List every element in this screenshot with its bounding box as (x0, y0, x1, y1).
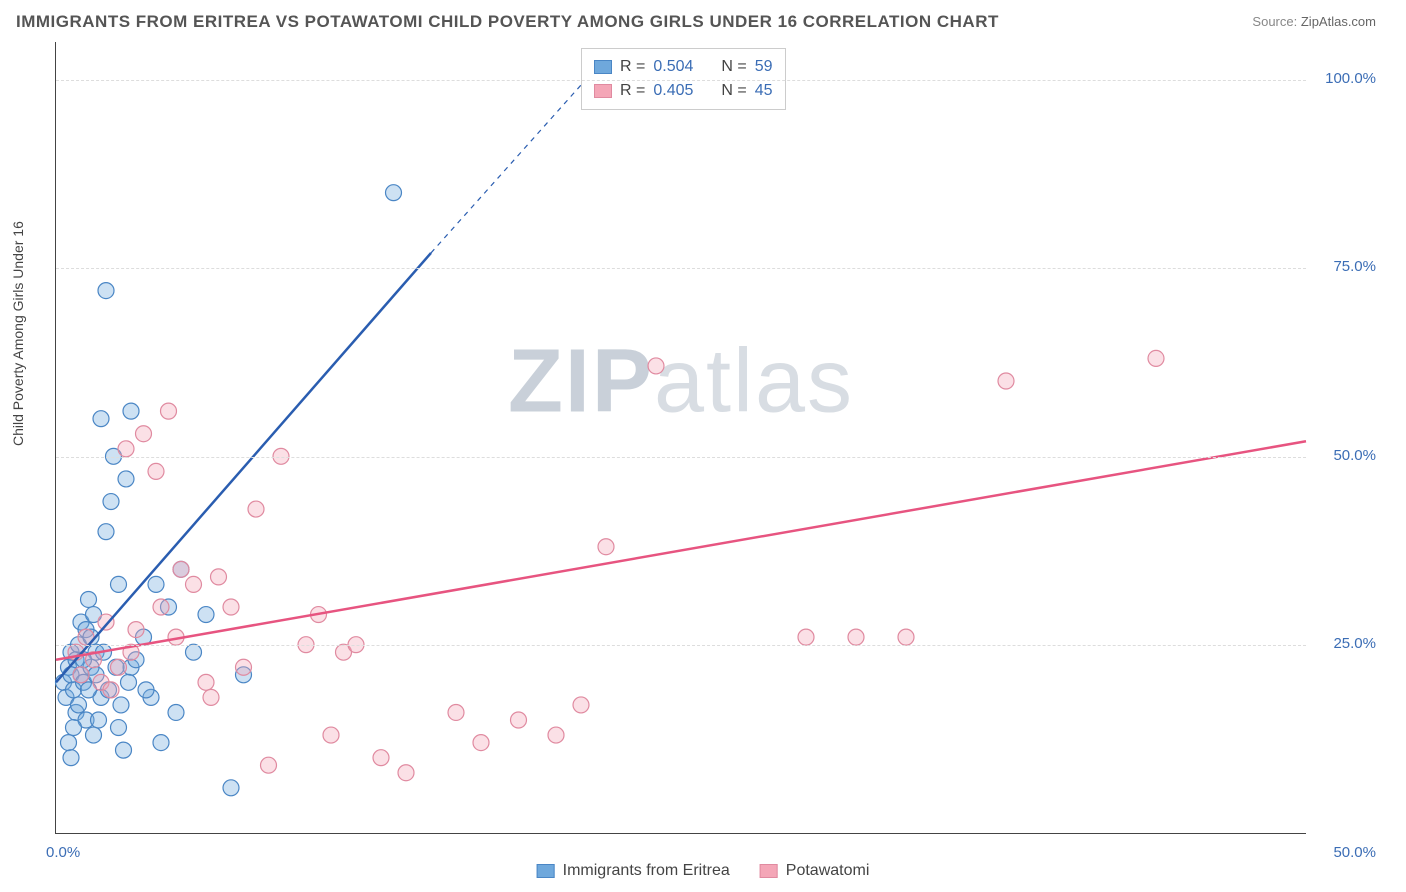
data-point (898, 629, 914, 645)
data-point (153, 735, 169, 751)
data-point (103, 494, 119, 510)
chart-title: IMMIGRANTS FROM ERITREA VS POTAWATOMI CH… (16, 12, 999, 32)
data-point (91, 712, 107, 728)
n-value: 45 (755, 79, 773, 103)
data-point (236, 659, 252, 675)
data-point (223, 780, 239, 796)
x-tick-min: 0.0% (46, 844, 80, 861)
data-point (148, 463, 164, 479)
legend-label: Immigrants from Eritrea (563, 862, 730, 879)
legend-item: Potawatomi (760, 862, 870, 880)
data-point (198, 607, 214, 623)
r-label: R = (620, 79, 645, 103)
data-point (103, 682, 119, 698)
gridline (56, 457, 1306, 458)
gridline (56, 645, 1306, 646)
data-point (118, 441, 134, 457)
gridline (56, 80, 1306, 81)
data-point (98, 283, 114, 299)
data-point (71, 697, 87, 713)
data-point (111, 659, 127, 675)
data-point (81, 591, 97, 607)
n-value: 59 (755, 55, 773, 79)
legend-bottom: Immigrants from Eritrea Potawatomi (537, 862, 870, 880)
legend-swatch (594, 84, 612, 98)
data-point (113, 697, 129, 713)
y-tick-label: 50.0% (1333, 447, 1376, 464)
data-point (223, 599, 239, 615)
legend-swatch (594, 60, 612, 74)
data-point (198, 674, 214, 690)
y-tick-label: 25.0% (1333, 635, 1376, 652)
data-point (511, 712, 527, 728)
data-point (98, 524, 114, 540)
data-point (61, 735, 77, 751)
data-point (118, 471, 134, 487)
data-point (598, 539, 614, 555)
data-point (1148, 350, 1164, 366)
data-point (573, 697, 589, 713)
data-point (86, 727, 102, 743)
data-point (323, 727, 339, 743)
data-point (153, 599, 169, 615)
data-point (168, 704, 184, 720)
data-point (211, 569, 227, 585)
source-attribution: Source: ZipAtlas.com (1252, 14, 1376, 29)
data-point (173, 561, 189, 577)
data-point (186, 644, 202, 660)
legend-swatch (537, 864, 555, 878)
data-point (848, 629, 864, 645)
data-point (398, 765, 414, 781)
data-point (798, 629, 814, 645)
n-label: N = (721, 79, 746, 103)
legend-label: Potawatomi (786, 862, 870, 879)
data-point (186, 576, 202, 592)
scatter-plot-svg (56, 42, 1306, 833)
y-axis-title: Child Poverty Among Girls Under 16 (10, 221, 26, 446)
data-point (261, 757, 277, 773)
data-point (138, 682, 154, 698)
data-point (998, 373, 1014, 389)
data-point (473, 735, 489, 751)
trend-line-dash (431, 57, 606, 253)
data-point (66, 720, 82, 736)
data-point (136, 426, 152, 442)
data-point (386, 185, 402, 201)
n-label: N = (721, 55, 746, 79)
y-tick-label: 100.0% (1325, 70, 1376, 87)
legend-item: Immigrants from Eritrea (537, 862, 730, 880)
r-value: 0.504 (653, 55, 693, 79)
legend-swatch (760, 864, 778, 878)
data-point (161, 403, 177, 419)
x-tick-max: 50.0% (1333, 844, 1376, 861)
data-point (648, 358, 664, 374)
data-point (63, 750, 79, 766)
data-point (373, 750, 389, 766)
data-point (128, 622, 144, 638)
data-point (448, 704, 464, 720)
data-point (248, 501, 264, 517)
data-point (93, 411, 109, 427)
legend-stat-row: R = 0.405 N = 45 (594, 79, 773, 103)
plot-area: ZIPatlas R =0.504N =59R =0.405N =45 25.0… (55, 42, 1306, 834)
data-point (116, 742, 132, 758)
gridline (56, 268, 1306, 269)
source-value: ZipAtlas.com (1301, 14, 1376, 29)
data-point (203, 689, 219, 705)
data-point (73, 667, 89, 683)
source-label: Source: (1252, 14, 1297, 29)
data-point (148, 576, 164, 592)
data-point (111, 720, 127, 736)
legend-stat-row: R = 0.504 N = 59 (594, 55, 773, 79)
r-value: 0.405 (653, 79, 693, 103)
r-label: R = (620, 55, 645, 79)
trend-line (56, 253, 431, 682)
data-point (548, 727, 564, 743)
trend-line (56, 441, 1306, 659)
data-point (98, 614, 114, 630)
data-point (111, 576, 127, 592)
y-tick-label: 75.0% (1333, 258, 1376, 275)
data-point (121, 674, 137, 690)
data-point (123, 403, 139, 419)
